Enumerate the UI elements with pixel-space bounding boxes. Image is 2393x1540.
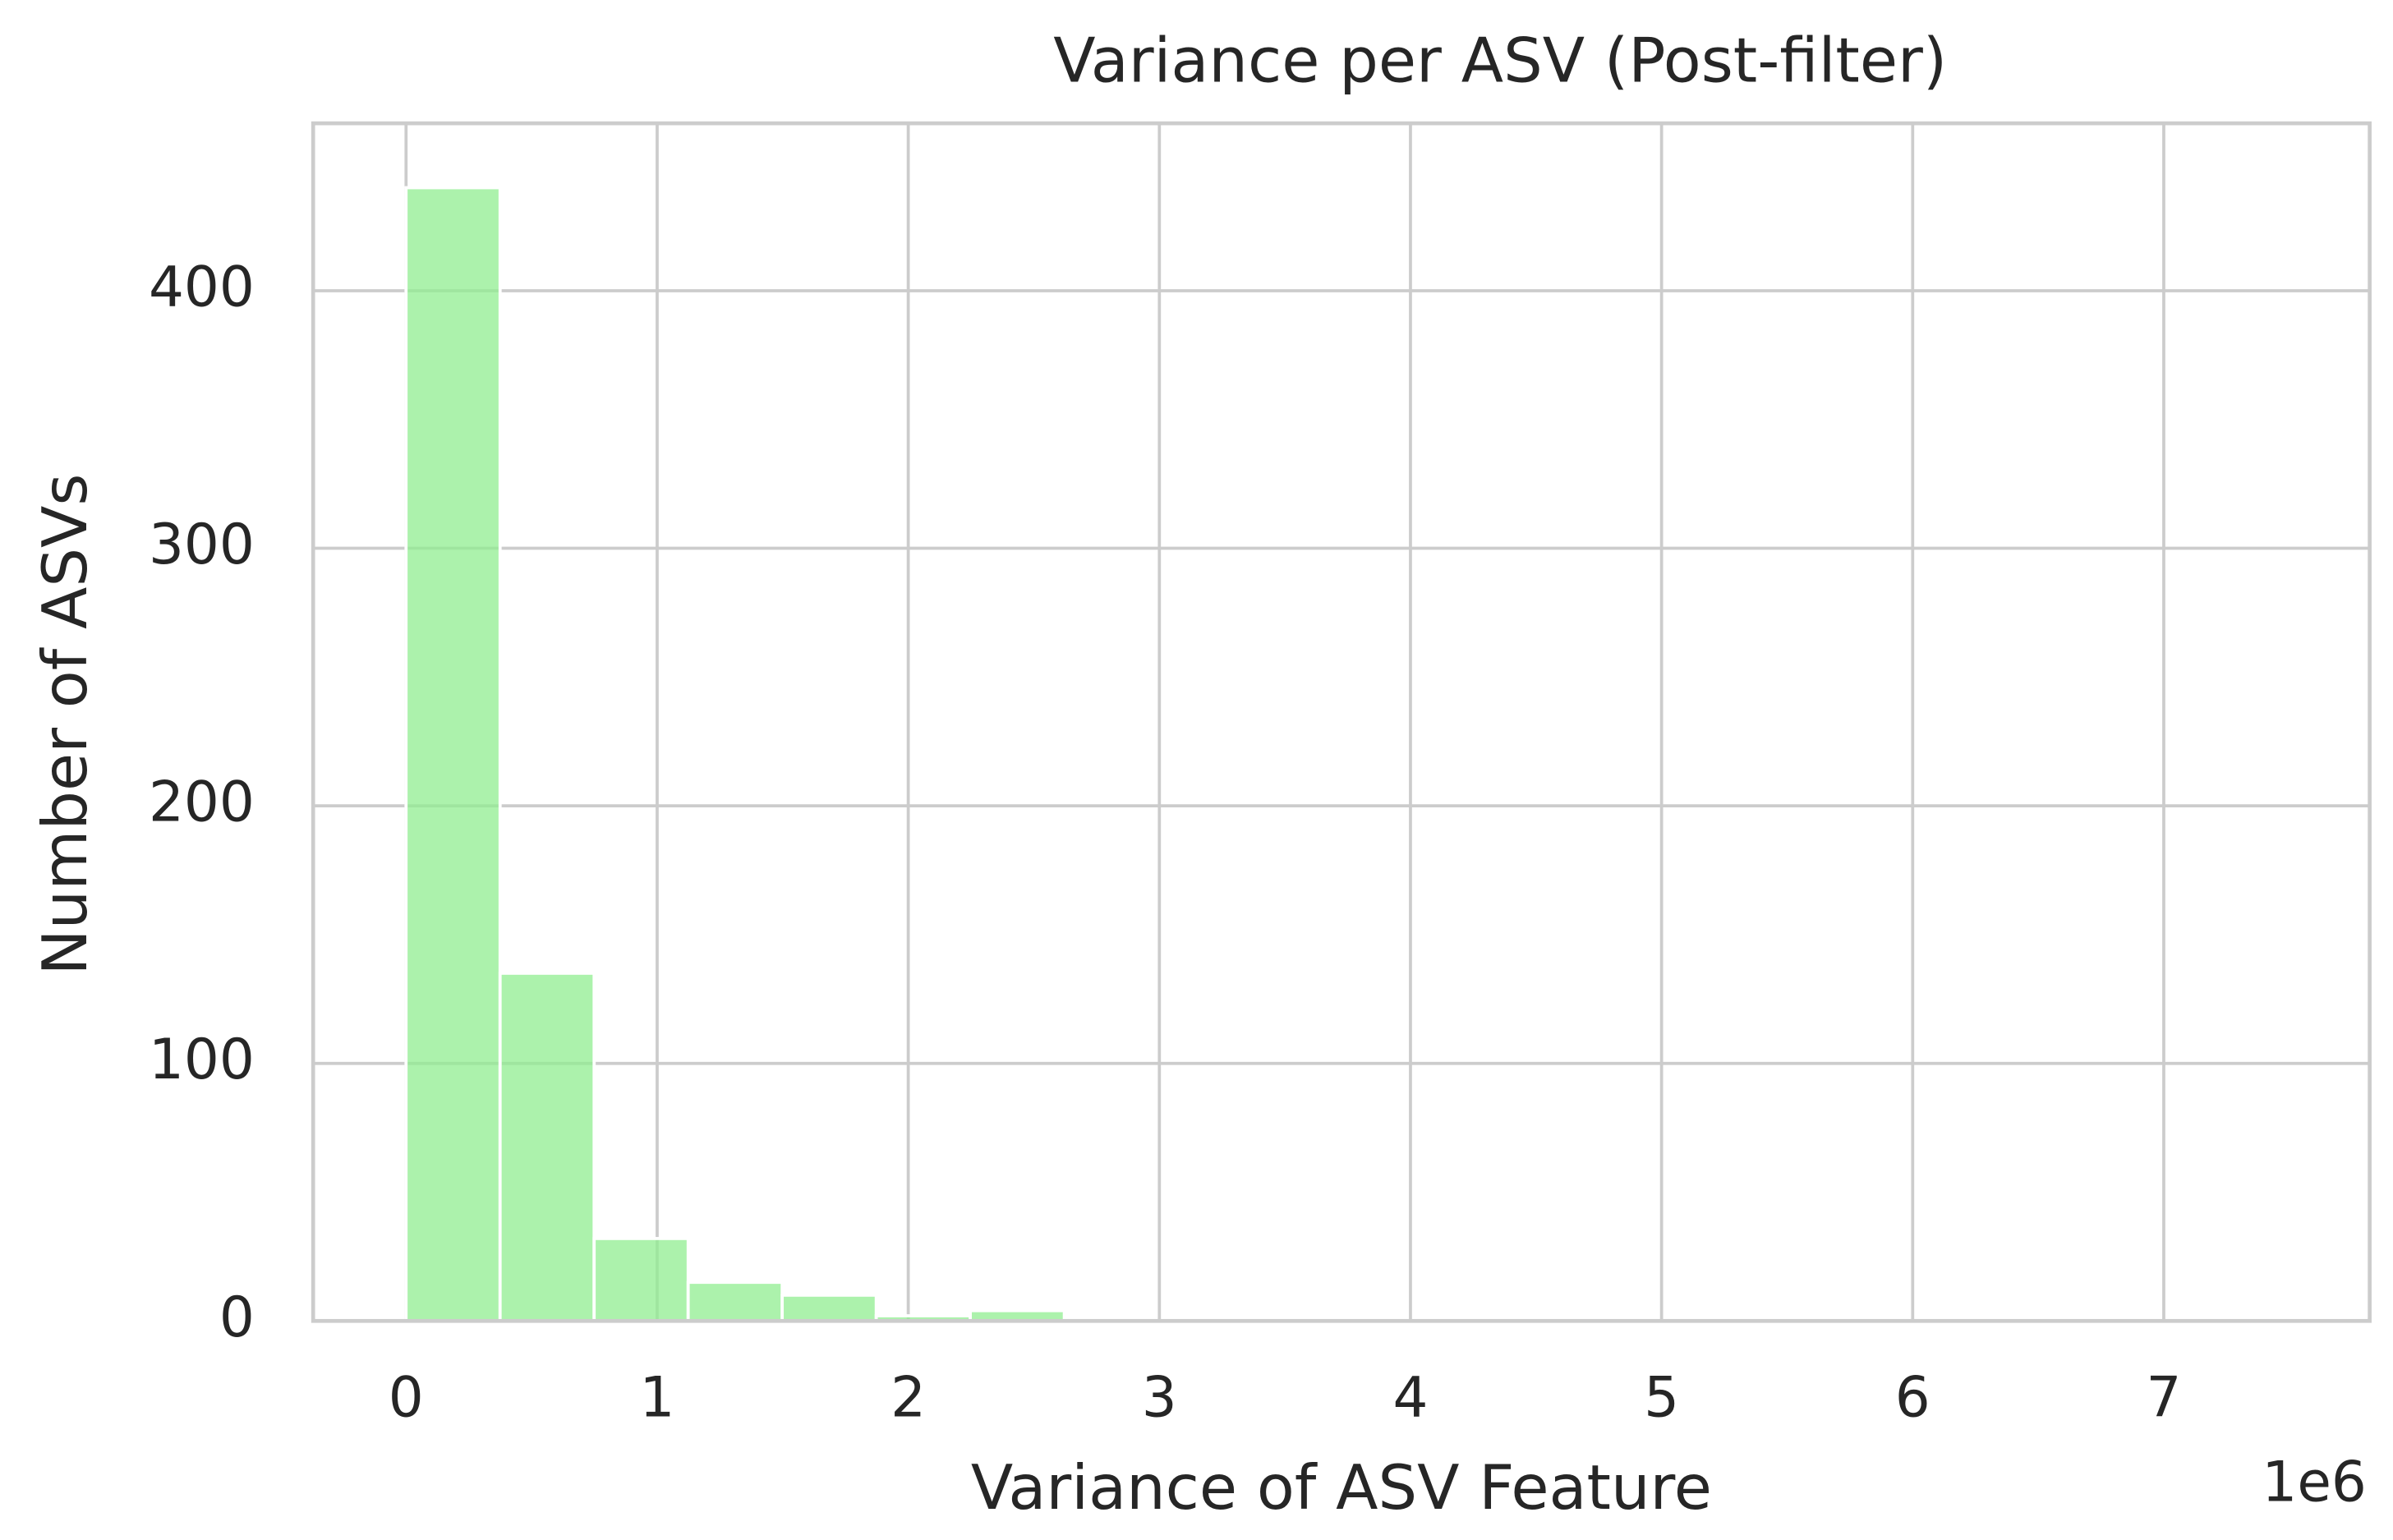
x-tick-label: 5 <box>1644 1364 1679 1429</box>
y-tick-label: 0 <box>219 1285 255 1349</box>
x-tick-label: 0 <box>389 1364 424 1429</box>
y-tick-label: 200 <box>149 770 255 834</box>
y-tick-label: 100 <box>149 1027 255 1092</box>
x-tick-label: 7 <box>2146 1364 2181 1429</box>
bar <box>780 1294 878 1323</box>
y-tick-label: 300 <box>149 512 255 577</box>
x-tick-label: 6 <box>1895 1364 1931 1429</box>
y-tick-label: 400 <box>149 255 255 319</box>
x-tick-label: 3 <box>1142 1364 1177 1429</box>
y-axis-label: Number of ASVs <box>29 474 101 976</box>
bar <box>592 1237 690 1323</box>
x-axis-label: Variance of ASV Feature <box>971 1451 1712 1524</box>
chart-title: Variance per ASV (Post-filter) <box>1053 24 1947 96</box>
x-offset-label: 1e6 <box>2262 1450 2367 1515</box>
bar <box>686 1280 785 1323</box>
x-tick-label: 2 <box>890 1364 926 1429</box>
x-tick-label: 1 <box>639 1364 674 1429</box>
bar <box>404 186 502 1323</box>
x-tick-label: 4 <box>1392 1364 1428 1429</box>
bar <box>498 972 596 1323</box>
plot-frame <box>311 121 2372 1323</box>
